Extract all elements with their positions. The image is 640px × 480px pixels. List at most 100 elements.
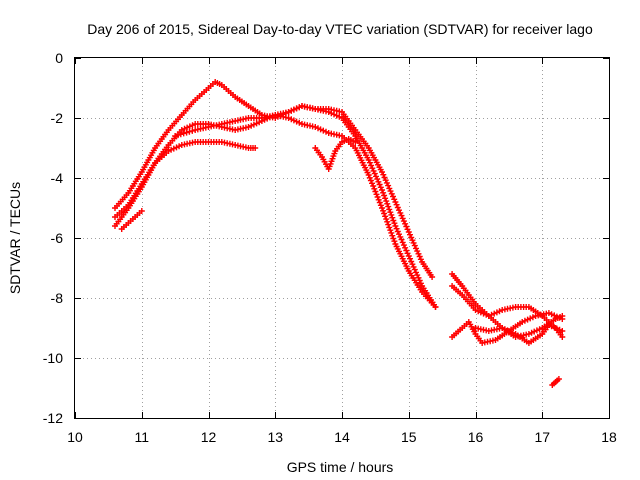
y-tick-label: -4 [51,170,64,186]
series-track-upper-peak [112,79,436,280]
x-tick-label: 15 [401,429,417,445]
series-track-evening-d [472,322,566,346]
data-point [407,255,413,262]
data-point [411,266,418,273]
data-point [172,133,179,139]
chart-title: Day 206 of 2015, Sidereal Day-to-day VTE… [87,21,593,37]
data-point [372,188,379,195]
data-point [376,199,383,206]
x-tick-label: 18 [601,429,617,445]
x-axis-label: GPS time / hours [287,459,394,475]
data-point [398,212,405,219]
data-point [403,247,410,254]
data-point [183,129,190,136]
data-point [186,128,193,135]
data-point [397,209,404,216]
data-point [384,200,391,207]
data-point [175,132,181,139]
data-point [380,171,387,178]
data-point [180,130,187,137]
data-marks [112,79,566,388]
y-tick-labels: 0 -2 -4 -6 -8 -10 -12 [43,50,63,426]
data-point [429,274,436,280]
data-point [391,220,398,227]
data-point [386,224,393,231]
y-tick-label: -12 [43,410,63,426]
data-point [385,182,392,189]
data-point [555,376,562,382]
data-point [432,304,439,310]
y-tick-label: 0 [55,50,63,66]
data-point [371,170,378,177]
data-point [391,238,398,245]
data-point [559,328,566,334]
data-point [381,210,388,217]
series-track-short-low [118,208,145,232]
data-point [370,167,377,174]
data-point [382,195,389,202]
data-point [386,185,393,192]
y-tick-label: -2 [51,110,64,126]
data-point [250,121,257,128]
data-point [367,177,374,184]
data-point [399,215,406,222]
x-tick-label: 11 [134,429,149,445]
data-point [407,231,413,238]
data-point [389,232,396,239]
data-point [411,242,418,249]
data-point [386,206,393,213]
data-point [559,334,566,340]
data-point [373,173,379,180]
x-tick-label: 10 [67,429,83,445]
data-point [352,139,359,145]
y-tick-label: -6 [51,230,64,246]
data-point [393,225,400,232]
data-point [385,221,392,228]
plot-frame [74,57,610,419]
data-point [393,201,400,208]
data-point [366,159,373,166]
data-point [252,145,259,151]
data-point [384,218,391,225]
data-point [376,181,383,188]
data-point [388,229,395,236]
x-tick-label: 16 [468,429,484,445]
data-point [177,131,184,138]
data-point [397,233,404,240]
x-tick-label: 14 [334,429,350,445]
data-point [385,203,392,210]
data-point [381,192,388,199]
x-tick-label: 12 [201,429,217,445]
data-point [379,187,385,193]
data-point [383,179,390,186]
series-track-dip [312,136,359,172]
data-point [382,213,389,220]
series-track-low-plateau [112,139,259,229]
data-point [390,193,396,200]
data-point [388,211,395,218]
y-tick-label: -10 [43,350,63,366]
data-point [403,223,410,230]
data-point [416,253,423,260]
data-point [138,208,145,214]
data-point [399,239,406,246]
data-point [189,127,196,134]
data-point [410,239,417,246]
y-axis-label: SDTVAR / TECUs [7,182,23,294]
series-track-outlier [549,376,562,388]
tick-layer [75,58,610,419]
data-point [389,214,396,221]
series-track-late-rise [172,112,439,310]
data-point [365,172,372,178]
series-track-evening-c [449,310,566,346]
x-tick-labels: 10 11 12 13 14 15 16 17 18 [67,429,617,445]
data-point [379,205,385,211]
data-point [559,316,566,322]
x-tick-label: 13 [267,429,283,445]
data-point [370,183,377,189]
data-point [398,236,405,243]
y-tick-label: -8 [51,290,64,306]
data-point [413,245,419,252]
